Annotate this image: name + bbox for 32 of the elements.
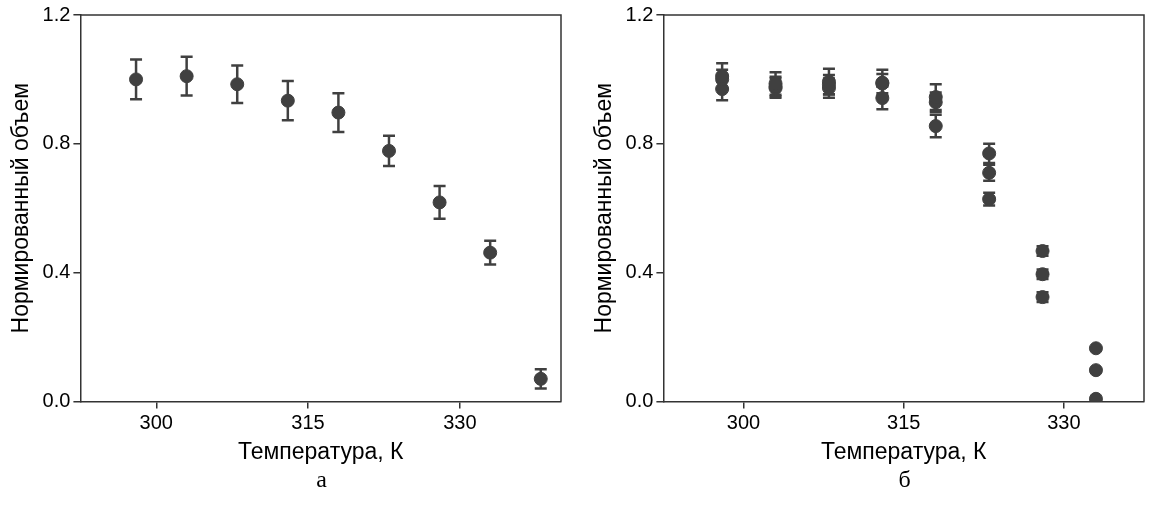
text: б [897, 466, 912, 493]
point [179, 69, 194, 84]
y-tick-label: 1.2 [42, 2, 71, 25]
x-tick-label: 300 [139, 410, 173, 433]
point [928, 119, 943, 134]
x-tick-label: 315 [887, 410, 921, 433]
point [483, 245, 498, 260]
point [875, 91, 890, 106]
point [1088, 363, 1103, 378]
x-tick-label: 330 [1047, 410, 1081, 433]
y-tick-label: 0.4 [625, 260, 654, 283]
x-axis-title: Температура, К [820, 437, 988, 464]
y-tick-label: 1.2 [625, 2, 654, 25]
x-axis-title: Температура, К [237, 437, 405, 464]
point [280, 93, 295, 108]
point [1088, 341, 1103, 356]
point [331, 105, 346, 120]
y-tick-label: 0.0 [625, 388, 654, 411]
y-tick-label: 0.0 [42, 388, 71, 411]
point [432, 195, 447, 210]
point [382, 143, 396, 158]
y-tick-label: 0.8 [625, 131, 654, 154]
x-tick-label: 315 [291, 410, 325, 433]
x-tick-label: 330 [443, 410, 477, 433]
y-axis-title: Нормированный объем [7, 82, 34, 334]
point [230, 77, 245, 92]
y-tick-label: 0.8 [42, 131, 71, 154]
point [129, 72, 144, 87]
text: а [315, 466, 328, 493]
y-tick-label: 0.4 [42, 260, 71, 283]
y-axis-title: Нормированный объем [590, 82, 617, 334]
x-tick-label: 300 [726, 410, 761, 433]
